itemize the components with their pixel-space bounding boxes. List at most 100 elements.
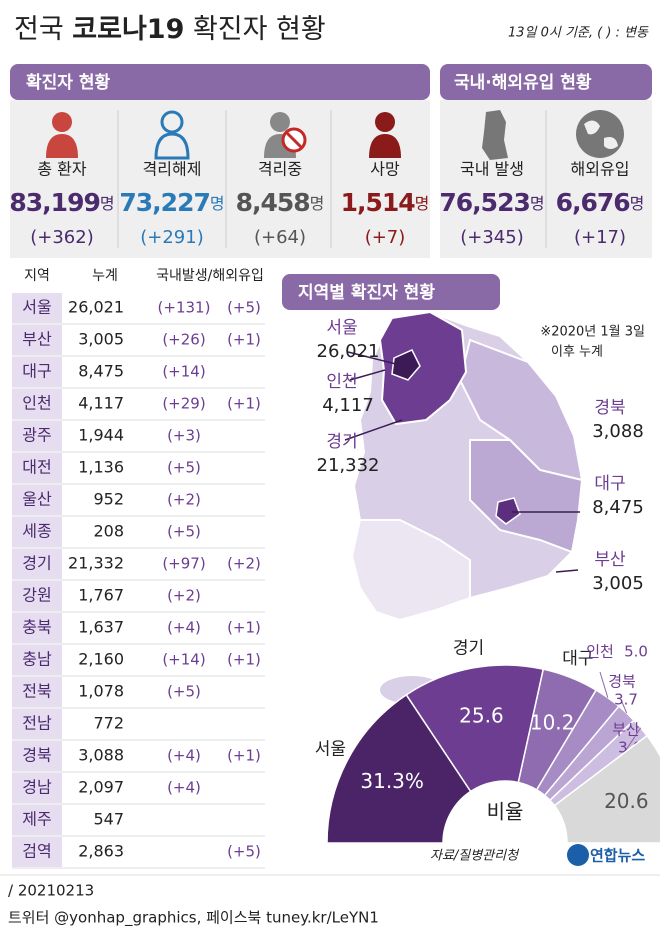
domestic: (+4)	[167, 747, 201, 765]
map-value: 3,005	[592, 573, 644, 594]
table-header: 누계	[92, 268, 118, 284]
total: 4,117	[78, 394, 124, 413]
donut-segment	[405, 664, 545, 793]
map-note: ※2020년 1월 3일	[540, 325, 645, 340]
total: 3,005	[78, 330, 124, 349]
map-value: 4,117	[322, 395, 374, 416]
table-header: 국내발생/해외유입	[156, 268, 264, 284]
overseas: (+1)	[227, 619, 261, 637]
icon-globe	[576, 110, 624, 158]
value-label: 5.0	[624, 643, 648, 661]
unit: 명	[310, 194, 325, 213]
total: 2,097	[78, 778, 124, 797]
card-change: (+362)	[30, 227, 93, 248]
region-cell	[12, 709, 62, 739]
region-cell	[12, 549, 62, 579]
category-label: 부산	[612, 721, 640, 739]
overseas: (+1)	[227, 651, 261, 669]
unit: 명	[210, 194, 225, 213]
overseas: (+1)	[227, 331, 261, 349]
overseas: (+5)	[227, 843, 261, 861]
value: 73,227	[119, 188, 209, 217]
map-region: 인천	[326, 372, 357, 392]
region: 전남	[22, 714, 52, 733]
title-part: 확진자 현황	[184, 14, 325, 45]
card-change: (+17)	[574, 227, 626, 248]
map-region: 대구	[594, 474, 625, 494]
category-label: 경기	[453, 638, 484, 658]
domestic: (+5)	[167, 683, 201, 701]
domestic: (+5)	[167, 523, 201, 541]
summary-panel	[10, 100, 430, 258]
card-label: 격리해제	[143, 160, 202, 179]
leader	[599, 671, 609, 698]
card-value: 6,676명	[556, 188, 645, 217]
region: 서울	[22, 298, 51, 317]
total: 3,088	[78, 746, 124, 765]
unit: 명	[100, 194, 115, 213]
region-cell	[12, 485, 62, 515]
logo-mark	[567, 844, 589, 866]
source: 자료/질병관리청	[430, 849, 520, 864]
value-label: 3.7	[614, 691, 638, 709]
card-label: 국내 발생	[460, 160, 524, 179]
region: 세종	[22, 522, 51, 541]
region: 검역	[22, 842, 51, 861]
unit: 명	[630, 194, 645, 213]
value-label: 25.6	[459, 704, 504, 728]
map-value: 21,332	[317, 455, 380, 476]
note: 13일 0시 기준, ( ) : 변동	[508, 26, 649, 41]
donut-segment	[326, 693, 472, 844]
category-label: 서울	[315, 740, 346, 760]
total: 1,944	[78, 426, 124, 445]
card-label: 해외유입	[571, 160, 630, 179]
map-value: 3,088	[592, 421, 644, 442]
region: 경기	[22, 554, 51, 573]
map-value: 26,021	[317, 341, 380, 362]
summary-title: 확진자 현황	[26, 73, 110, 93]
region: 인천	[22, 394, 51, 413]
region: 충북	[22, 618, 51, 637]
card-change: (+7)	[365, 227, 406, 248]
total: 2,863	[78, 842, 124, 861]
region-cell	[12, 581, 62, 611]
region: 대구	[22, 362, 51, 381]
summary-header	[10, 64, 430, 100]
value: 6,676	[556, 188, 631, 217]
total: 208	[93, 522, 124, 541]
logo: 연합뉴스	[590, 847, 645, 865]
title: 전국 코로나19 확진자 현황	[14, 14, 326, 45]
total: 1,136	[78, 458, 124, 477]
value: 1,514	[341, 188, 416, 217]
region: 강원	[22, 586, 51, 605]
social: 트위터 @yonhap_graphics, 페이스북 tuney.kr/LeYN…	[8, 909, 379, 928]
region: 경북	[22, 746, 51, 765]
icon-death	[369, 112, 401, 158]
region-cell	[12, 677, 62, 707]
category-label: 경북	[608, 673, 636, 691]
card-value: 83,199명	[9, 188, 114, 217]
domestic: (+2)	[167, 587, 201, 605]
card-value: 76,523명	[439, 188, 544, 217]
region-cell	[12, 517, 62, 547]
map-title: 지역별 확진자 현황	[298, 283, 435, 303]
card-change: (+64)	[254, 227, 306, 248]
map-region: 서울	[326, 318, 357, 338]
card-label: 사망	[370, 160, 400, 179]
map-region: 경기	[326, 432, 357, 452]
total: 772	[93, 714, 124, 733]
overseas: (+1)	[227, 747, 261, 765]
total: 547	[93, 810, 124, 829]
value: 83,199	[9, 188, 99, 217]
title-part: 코로나19	[72, 14, 184, 45]
icon-korea	[482, 110, 508, 160]
icon-release	[154, 110, 190, 160]
domestic: (+29)	[162, 395, 205, 413]
region-cell	[12, 613, 62, 643]
icon-isolating	[264, 112, 307, 158]
map	[344, 310, 584, 704]
origin-title: 국내·해외유입 현황	[454, 73, 592, 93]
map-header	[282, 274, 500, 310]
leader	[621, 701, 628, 714]
